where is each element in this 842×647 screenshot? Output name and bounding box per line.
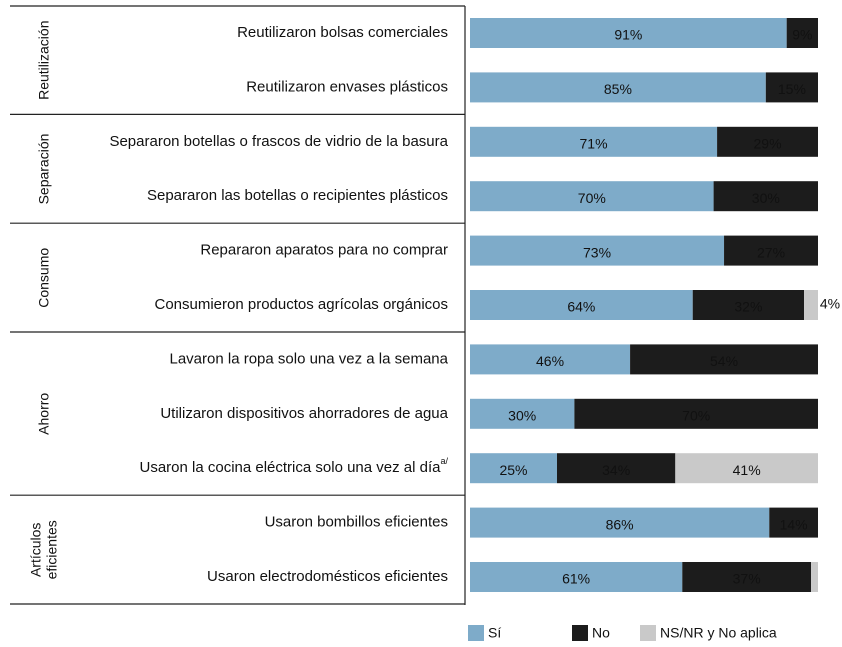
category-text: Lavaron la ropa solo una vez a la semana [169, 350, 448, 367]
value-label: 30% [752, 190, 780, 206]
bar-segment [470, 344, 631, 375]
legend-label: Sí [488, 625, 501, 641]
category-note: a/ [440, 457, 448, 467]
bar-segment [682, 562, 812, 592]
category-text: Usaron electrodomésticos eficientes [207, 568, 448, 585]
category-label: Usaron electrodomésticos eficientes [207, 568, 448, 585]
category-text: Separaron botellas o frascos de vidrio d… [109, 133, 448, 150]
bar-segment [692, 290, 805, 320]
category-label: Separaron botellas o frascos de vidrio d… [109, 133, 448, 150]
value-label: 54% [710, 353, 738, 369]
category-text: Repararon aparatos para no comprar [200, 242, 448, 259]
bar-segment [470, 398, 575, 429]
category-label: Usaron la cocina eléctrica solo una vez … [139, 457, 448, 477]
group-label: Artículos [28, 523, 44, 577]
bar-segment [470, 453, 557, 484]
group-label: Separación [36, 134, 52, 205]
category-text: Reutilizaron envases plásticos [246, 78, 448, 95]
value-label: 70% [578, 190, 606, 206]
category-label: Reutilizaron envases plásticos [246, 78, 448, 95]
value-label: 9% [792, 27, 812, 43]
value-label: 71% [580, 136, 608, 152]
category-label: Separaron las botellas o recipientes plá… [147, 187, 448, 204]
category-text: Usaron la cocina eléctrica solo una vez … [139, 459, 441, 476]
value-label: 41% [733, 462, 761, 478]
category-label: Utilizaron dispositivos ahorradores de a… [160, 405, 448, 422]
group-label: Reutilización [36, 21, 52, 100]
value-label: 30% [508, 408, 536, 424]
category-label: Consumieron productos agrícolas orgánico… [155, 296, 449, 313]
bar-segment [470, 72, 766, 103]
value-label: 37% [733, 571, 761, 587]
category-text: Usaron bombillos eficientes [265, 514, 448, 531]
legend-swatch [572, 625, 588, 641]
bar-segment [675, 453, 818, 484]
category-text: Consumieron productos agrícolas orgánico… [155, 296, 449, 313]
bar-segment [769, 507, 818, 538]
value-label: 91% [614, 27, 642, 43]
value-label: 85% [604, 81, 632, 97]
value-label: 14% [780, 516, 808, 532]
bar-segment [470, 507, 770, 538]
bar-segment [557, 453, 676, 484]
legend-swatch [640, 625, 656, 641]
value-label: 34% [602, 462, 630, 478]
value-label: 27% [757, 244, 785, 260]
category-label: Reutilizaron bolsas comerciales [237, 24, 448, 41]
category-label: Lavaron la ropa solo una vez a la semana [169, 350, 448, 367]
bar-segment [786, 18, 818, 48]
bar-segment [574, 398, 818, 429]
category-label: Repararon aparatos para no comprar [200, 242, 448, 259]
value-label: 32% [734, 299, 762, 315]
bar-segment [630, 344, 818, 375]
bar-segment [470, 18, 787, 48]
bar-segment [713, 181, 818, 212]
value-label: 29% [754, 136, 782, 152]
bar-segment [470, 562, 683, 592]
bar-segment [470, 235, 725, 266]
value-label: 15% [778, 81, 806, 97]
category-text: Utilizaron dispositivos ahorradores de a… [160, 405, 448, 422]
group-label: Consumo [36, 248, 52, 308]
category-text: Reutilizaron bolsas comerciales [237, 24, 448, 41]
group-label: Ahorro [36, 393, 52, 435]
value-label: 61% [562, 571, 590, 587]
group-label: eficientes [44, 520, 60, 579]
value-label: 73% [583, 244, 611, 260]
legend-swatch [468, 625, 484, 641]
legend-label: NS/NR y No aplica [660, 625, 777, 641]
category-label: Usaron bombillos eficientes [265, 514, 448, 531]
value-label: 70% [682, 408, 710, 424]
value-label: 46% [536, 353, 564, 369]
value-label: 86% [606, 516, 634, 532]
bar-segment [804, 290, 818, 320]
bar-segment [765, 72, 818, 103]
bar-segment [470, 290, 693, 320]
bar-segment [470, 126, 718, 157]
bar-segment [724, 235, 818, 266]
category-text: Separaron las botellas o recipientes plá… [147, 187, 448, 204]
legend-label: No [592, 625, 610, 641]
bar-segment [470, 181, 714, 212]
value-label: 4% [820, 296, 840, 312]
value-label: 25% [499, 462, 527, 478]
bar-segment [717, 126, 818, 157]
bar-segment [811, 562, 818, 592]
value-label: 64% [567, 299, 595, 315]
